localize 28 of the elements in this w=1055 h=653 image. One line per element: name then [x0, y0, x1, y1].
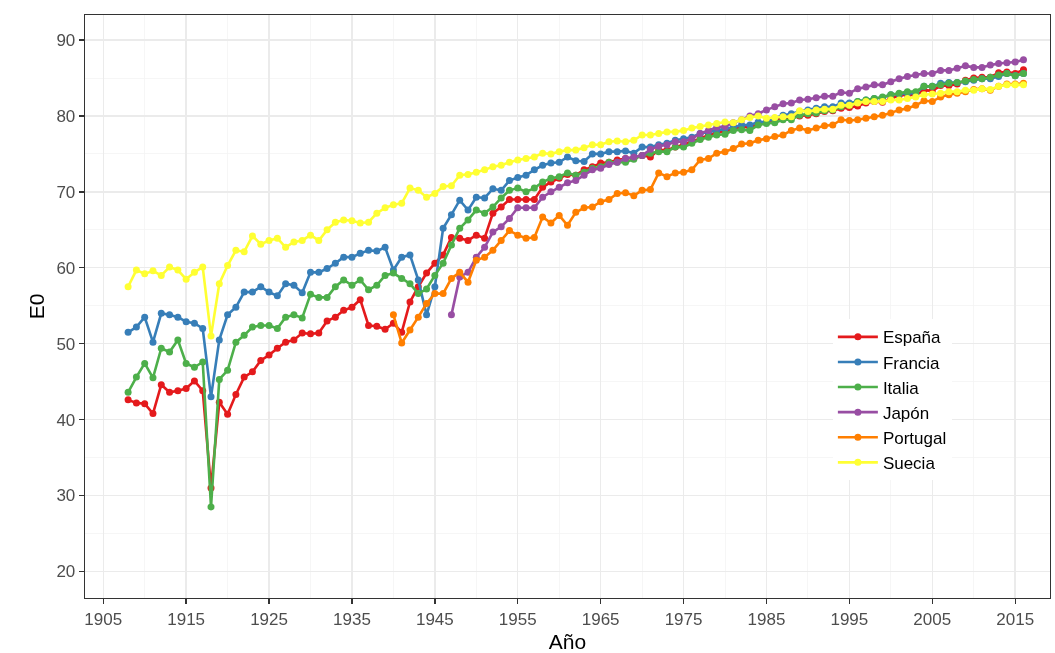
x-tick-label: 1995	[830, 609, 869, 629]
y-tick-label: 60	[56, 258, 76, 278]
y-tick-label: 90	[56, 31, 76, 50]
y-tick-label: 40	[56, 410, 76, 430]
x-axis-title: Año	[548, 629, 587, 653]
y-tick-label: 70	[56, 182, 76, 202]
y-tick-label: 20	[56, 562, 76, 582]
legend-label: España	[882, 328, 942, 348]
y-tick-label: 80	[56, 106, 76, 126]
x-tick-label: 2005	[913, 609, 952, 629]
legend-label: Suecia	[882, 453, 936, 473]
legend-label: Francia	[882, 353, 941, 373]
x-tick-label: 1945	[415, 609, 454, 629]
x-tick-label: 1975	[664, 609, 703, 629]
y-tick-label: 50	[56, 334, 76, 354]
x-tick-label: 1925	[250, 609, 288, 629]
y-axis-title: E0	[24, 293, 48, 320]
x-tick-label: 1905	[84, 609, 123, 629]
x-tick-label: 2015	[996, 609, 1035, 629]
x-tick-label: 1935	[333, 609, 371, 629]
legend-label: Japón	[882, 403, 930, 423]
x-tick-label: 1965	[581, 609, 620, 629]
x-tick-label: 1985	[747, 609, 786, 629]
legend-label: Italia	[882, 378, 920, 398]
x-tick-label: 1915	[167, 609, 206, 629]
legend-label: Portugal	[882, 428, 947, 448]
x-tick-label: 1955	[498, 609, 537, 629]
y-tick-label: 30	[56, 486, 76, 506]
